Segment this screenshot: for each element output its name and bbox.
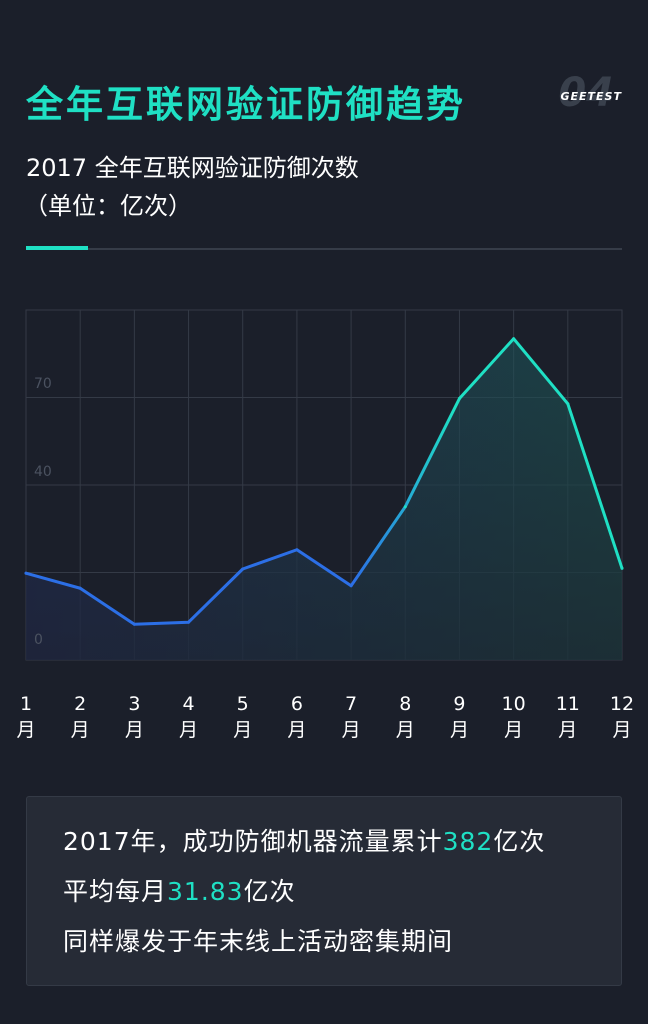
y-tick-label: 70: [34, 376, 52, 392]
summary-average-suffix: 亿次: [243, 877, 296, 906]
line-chart: 0 40 70 1 月 2 月 3 月 4 月 5 月 6 月 7 月 8 月 9 月 10 月 11 月 12 月: [16, 309, 634, 741]
data-point: [78, 586, 82, 590]
data-point: [24, 571, 28, 575]
summary-total-prefix: 2017年，成功防御机器流量累计: [63, 827, 443, 856]
section-number: 04: [558, 70, 614, 116]
summary-total-value: 382: [442, 827, 494, 856]
data-point: [457, 397, 461, 401]
summary-average-prefix: 平均每月: [63, 877, 168, 906]
brand-name: GEETEST: [560, 90, 622, 103]
series-line: [24, 337, 624, 626]
x-tick-label: 12 月: [610, 693, 634, 741]
divider: [26, 248, 622, 250]
data-point: [403, 505, 407, 509]
data-point: [512, 337, 516, 341]
data-point: [620, 566, 624, 570]
data-point: [566, 402, 570, 406]
summary-line-note: 同样爆发于年末线上活动密集期间: [63, 927, 454, 956]
x-tick-label: 10 月: [502, 693, 526, 741]
y-tick-label: 0: [34, 632, 43, 648]
data-point: [241, 567, 245, 571]
brand-logo: 04 GEETEST: [532, 70, 622, 116]
summary-line-average: 平均每月31.83亿次: [63, 867, 621, 917]
summary-average-value: 31.83: [167, 877, 244, 906]
chart-unit: （单位：亿次）: [24, 192, 192, 220]
area-fade: [26, 338, 622, 660]
page-title: 全年互联网验证防御趋势: [26, 83, 466, 126]
summary-total-suffix: 亿次: [493, 827, 546, 856]
chart-title: 2017 全年互联网验证防御次数: [26, 154, 359, 182]
divider-accent: [26, 246, 88, 250]
data-point: [295, 548, 299, 552]
data-point: [349, 584, 353, 588]
x-tick-label: 11 月: [556, 693, 580, 741]
data-point: [187, 620, 191, 624]
summary-box: 2017年，成功防御机器流量累计382亿次 平均每月31.83亿次 同样爆发于年…: [26, 796, 622, 986]
y-tick-label: 40: [34, 464, 52, 480]
summary-line-total: 2017年，成功防御机器流量累计382亿次: [63, 817, 621, 867]
data-point: [132, 622, 136, 626]
